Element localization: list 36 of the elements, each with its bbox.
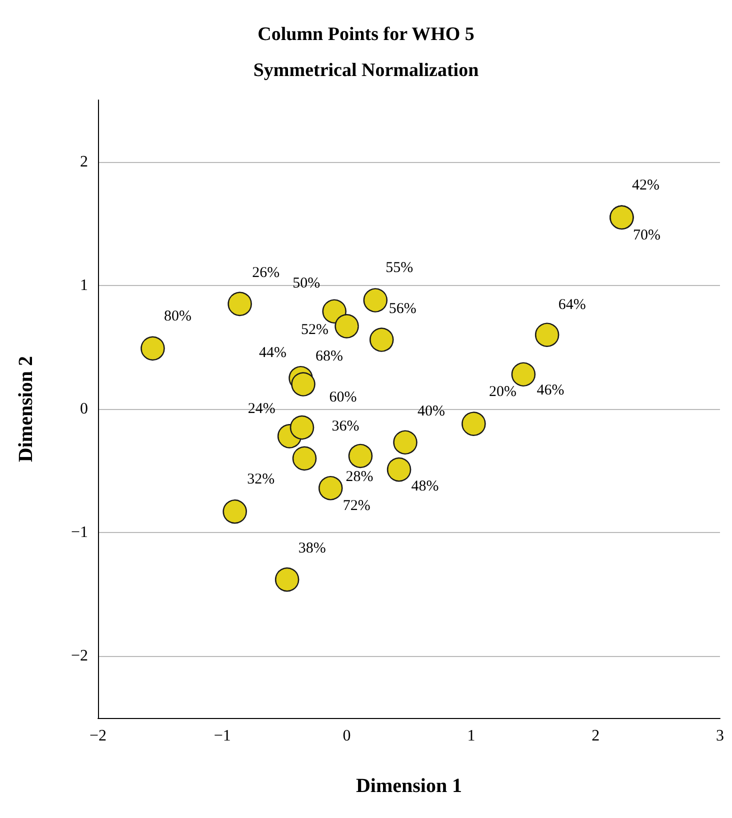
- x-tick-label: 2: [592, 728, 600, 744]
- annotation: 44%: [259, 345, 287, 362]
- annotation: 28%: [346, 468, 374, 485]
- annotation: 48%: [411, 478, 439, 495]
- annotation: 64%: [558, 296, 586, 313]
- annotation: 32%: [247, 472, 275, 488]
- annotation: 60%: [329, 390, 357, 406]
- annotation: 42%: [632, 177, 660, 194]
- annotation: 50%: [292, 275, 320, 292]
- annotation: 56%: [388, 300, 416, 317]
- y-tick-label: 2: [80, 153, 88, 170]
- annotation: 26%: [252, 264, 280, 281]
- annotation: 24%: [248, 401, 276, 418]
- annotation: 72%: [342, 498, 370, 514]
- annotation: 20%: [488, 384, 516, 400]
- annotation: 40%: [418, 403, 446, 420]
- y-tick-label: −1: [70, 524, 88, 542]
- chart-subtitle: Symmetrical Normalization: [253, 60, 480, 81]
- annotation: 36%: [332, 418, 360, 434]
- x-tick-label: −1: [214, 728, 231, 744]
- annotation: 70%: [632, 227, 660, 244]
- chart-title: Column Points for WHO 5: [258, 24, 474, 45]
- x-tick-label: 3: [716, 728, 724, 744]
- y-tick-label: 0: [80, 400, 88, 418]
- x-axis-title: Dimension 1: [356, 775, 462, 797]
- annotation: 68%: [316, 348, 344, 364]
- x-tick-label: 1: [467, 728, 476, 744]
- annotation: 55%: [386, 260, 414, 276]
- x-tick-label: 0: [342, 728, 351, 744]
- y-tick-label: −2: [70, 648, 88, 665]
- annotation: 80%: [164, 308, 192, 324]
- annotation: 46%: [536, 382, 564, 398]
- annotation: 38%: [298, 540, 326, 557]
- annotation: 52%: [301, 322, 329, 338]
- y-axis-title: Dimension 2: [15, 356, 37, 462]
- y-tick-label: 1: [80, 276, 88, 294]
